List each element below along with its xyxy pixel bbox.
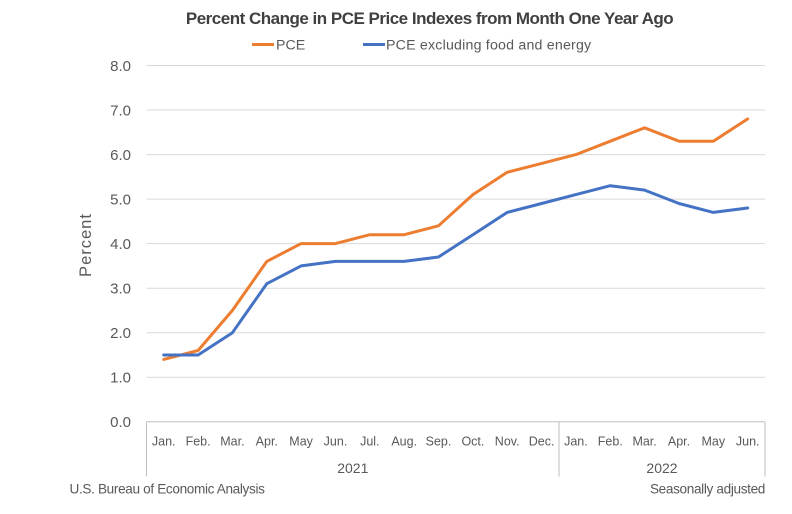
svg-text:7.0: 7.0 [110,102,131,119]
svg-text:Jul.: Jul. [360,434,379,448]
svg-text:PCE excluding food and energy: PCE excluding food and energy [386,38,592,54]
svg-text:2.0: 2.0 [110,325,131,342]
svg-text:Jan.: Jan. [152,434,176,448]
svg-text:Seasonally adjusted: Seasonally adjusted [650,482,765,497]
svg-text:4.0: 4.0 [110,236,131,253]
svg-text:May: May [701,434,725,448]
svg-text:Percent Change in PCE Price In: Percent Change in PCE Price Indexes from… [186,9,673,28]
svg-text:3.0: 3.0 [110,281,131,298]
svg-text:U.S. Bureau of Economic Analys: U.S. Bureau of Economic Analysis [70,482,266,497]
svg-text:2021: 2021 [337,460,368,476]
svg-text:Feb.: Feb. [598,434,623,448]
svg-text:Oct.: Oct. [461,434,484,448]
svg-text:Sep.: Sep. [426,434,452,448]
svg-text:Apr.: Apr. [256,434,278,448]
svg-text:1.0: 1.0 [110,370,131,387]
svg-text:Nov.: Nov. [495,434,520,448]
svg-text:5.0: 5.0 [110,192,131,209]
svg-text:Apr.: Apr. [668,434,690,448]
svg-text:6.0: 6.0 [110,147,131,164]
svg-text:Jun.: Jun. [736,434,760,448]
svg-text:PCE: PCE [276,38,305,54]
svg-text:Mar.: Mar. [220,434,244,448]
svg-text:0.0: 0.0 [110,414,131,431]
svg-text:Aug.: Aug. [391,434,417,448]
svg-text:Percent: Percent [77,213,95,277]
svg-text:8.0: 8.0 [110,58,131,75]
svg-text:Jun.: Jun. [324,434,348,448]
svg-text:2022: 2022 [646,460,677,476]
svg-text:Feb.: Feb. [186,434,211,448]
svg-text:Jan.: Jan. [564,434,588,448]
svg-text:Mar.: Mar. [632,434,656,448]
svg-text:May: May [289,434,313,448]
svg-text:Dec.: Dec. [529,434,555,448]
